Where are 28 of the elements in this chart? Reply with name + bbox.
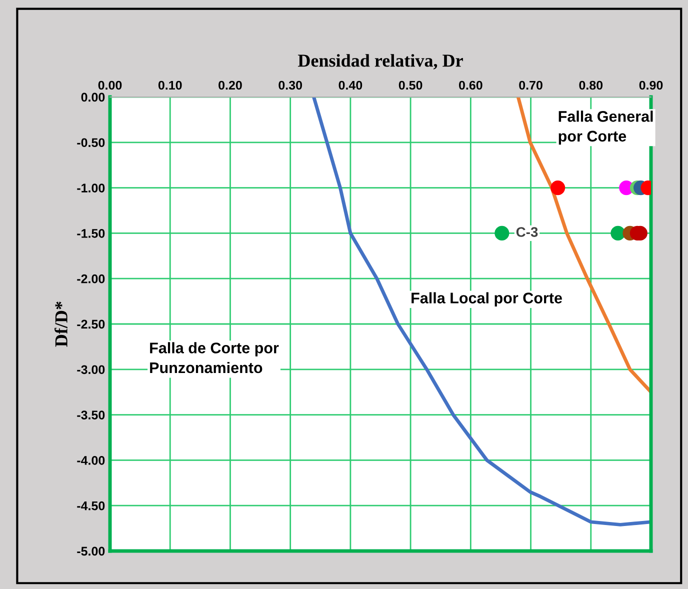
- x-tick-label: 0.00: [98, 80, 122, 90]
- y-tick-label: 0.00: [81, 92, 105, 102]
- x-tick-label: 0.30: [278, 80, 302, 90]
- y-tick-label: -4.00: [77, 456, 105, 465]
- y-tick-label: -3.00: [77, 365, 105, 374]
- y-tick-label: -3.50: [77, 410, 105, 420]
- annotation: Falla General por Corte: [558, 110, 653, 145]
- y-tick-label: -4.50: [77, 501, 105, 510]
- annotation: C-3: [516, 227, 538, 237]
- x-tick-label: 0.80: [579, 80, 603, 90]
- y-tick-label: -1.50: [77, 229, 105, 238]
- x-tick-label: 0.10: [158, 80, 182, 90]
- y-tick-label: -1.00: [77, 184, 105, 192]
- y-tick-label: -2.00: [77, 274, 105, 284]
- x-tick-label: 0.20: [218, 80, 242, 90]
- y-tick-label: -0.50: [77, 138, 105, 148]
- y-tick-label: -2.50: [77, 320, 105, 329]
- line-series: [312, 97, 651, 526]
- x-tick-label: 0.90: [639, 80, 663, 90]
- annotation: Falla Local por Corte: [412, 292, 562, 306]
- annotation: Falla de Corte por Punzonamiento: [150, 342, 279, 374]
- x-tick-label: 0.70: [519, 80, 542, 90]
- x-tick-label: 0.60: [459, 80, 482, 90]
- y-tick-label: -5.00: [77, 546, 105, 556]
- x-tick-label: 0.40: [338, 80, 362, 90]
- x-axis-title: Densidad relativa, Dr: [298, 54, 463, 70]
- y-axis-title: Df/D*: [54, 302, 68, 347]
- x-tick-label: 0.50: [398, 80, 422, 90]
